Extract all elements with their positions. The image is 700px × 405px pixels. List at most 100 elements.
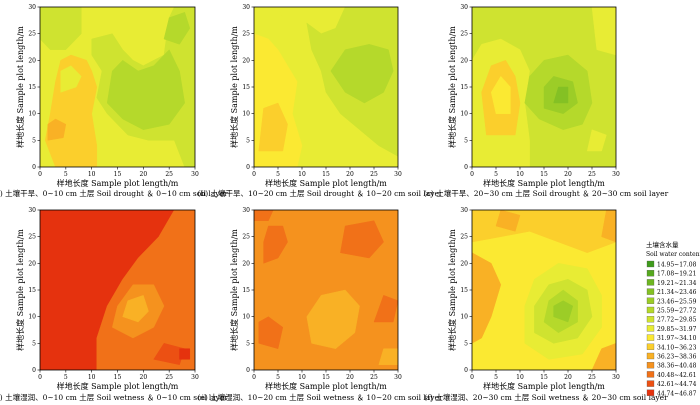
contour-region-2 xyxy=(472,252,502,344)
x-tick-label: 25 xyxy=(370,171,378,178)
plot-area xyxy=(472,7,616,167)
panel-caption: (d) 土壤湿润、0~10 cm 土层 Soil wetness ＆ 0~10 … xyxy=(0,392,228,402)
y-tick-label: 0 xyxy=(32,367,36,374)
legend-entry-label: 27.72~29.85 xyxy=(657,317,697,324)
y-tick-label: 20 xyxy=(242,260,250,267)
legend-entry-label: 34.10~36.23 xyxy=(657,344,697,351)
panel-caption: (e) 土壤湿润、10~20 cm 土层 Soil wetness ＆ 10~2… xyxy=(197,392,442,402)
x-tick-label: 0 xyxy=(252,171,256,178)
legend-entry-label: 42.61~44.74 xyxy=(657,381,697,388)
legend-entry-label: 38.36~40.48 xyxy=(657,363,697,370)
y-tick-label: 5 xyxy=(246,137,250,144)
x-tick-label: 10 xyxy=(88,171,96,178)
x-axis-label: 样地长度 Sample plot length/m xyxy=(265,381,387,391)
legend-swatch xyxy=(646,325,655,332)
contour-region-7 xyxy=(40,7,82,50)
contour-region-7 xyxy=(586,129,607,152)
panel-caption: (c) 土壤干旱、20~30 cm 土层 Soil drought ＆ 20~3… xyxy=(424,188,669,198)
y-tick-label: 10 xyxy=(28,111,36,118)
legend-title: 土壤含水量 xyxy=(646,240,679,249)
legend-swatch xyxy=(646,380,655,387)
x-tick-label: 25 xyxy=(588,374,596,381)
x-axis-label: 样地长度 Sample plot length/m xyxy=(483,381,605,391)
panel-c: 0 5 10 15 20 25 30 0 5 10 15 20 25 30 样地长度 Sample plot… xyxy=(424,4,669,198)
legend-swatch xyxy=(646,288,655,295)
contour-region-3 xyxy=(60,65,82,93)
y-tick-label: 20 xyxy=(242,57,250,64)
y-tick-label: 30 xyxy=(460,207,468,214)
y-tick-label: 0 xyxy=(464,367,468,374)
x-tick-label: 5 xyxy=(64,171,68,178)
y-tick-label: 15 xyxy=(28,287,36,294)
y-tick-label: 20 xyxy=(460,260,468,267)
x-tick-label: 10 xyxy=(516,171,524,178)
x-axis-label: 样地长度 Sample plot length/m xyxy=(57,381,179,391)
contour-region-2 xyxy=(47,118,67,141)
x-tick-label: 30 xyxy=(394,374,402,381)
legend: 土壤含水量 Soil water content/% 14.95~17.08 17.0… xyxy=(646,240,700,397)
panel-a: 0 5 10 15 20 25 30 0 5 10 15 20 25 30 样地长度 Sample plot… xyxy=(0,4,228,198)
contour-region-3 xyxy=(340,220,384,259)
legend-swatch xyxy=(646,306,655,314)
legend-entry-label: 40.48~42.61 xyxy=(657,372,696,379)
y-tick-label: 20 xyxy=(28,57,36,64)
x-tick-label: 5 xyxy=(494,171,498,178)
x-tick-label: 5 xyxy=(64,374,68,381)
contour-region-2 xyxy=(254,210,274,221)
x-tick-label: 10 xyxy=(516,374,524,381)
y-tick-label: 30 xyxy=(28,4,36,11)
legend-swatch xyxy=(646,279,655,286)
legend-subtitle: Soil water content/% xyxy=(646,251,700,258)
contour-region-1 xyxy=(44,54,98,167)
y-axis-label: 样地长度 Sample plot length/m xyxy=(15,229,25,351)
legend-entry-label: 14.95~17.08 xyxy=(657,262,697,269)
y-tick-label: 10 xyxy=(242,111,250,118)
legend-swatch xyxy=(646,260,655,268)
y-tick-label: 25 xyxy=(242,234,250,241)
x-tick-label: 10 xyxy=(298,374,306,381)
x-tick-label: 15 xyxy=(322,171,330,178)
x-tick-label: 0 xyxy=(470,171,474,178)
contour-region-5 xyxy=(591,343,616,370)
panel-e: 0 5 10 15 20 25 30 0 5 10 15 20 25 30 样地长度 Sample plot… xyxy=(197,207,442,402)
x-tick-label: 20 xyxy=(140,374,148,381)
legend-swatch xyxy=(646,334,655,341)
x-tick-label: 30 xyxy=(612,374,620,381)
y-axis-label: 样地长度 Sample plot length/m xyxy=(229,26,239,148)
x-tick-label: 25 xyxy=(370,374,378,381)
legend-entry-label: 29.85~31.97 xyxy=(657,326,697,333)
x-tick-label: 5 xyxy=(276,374,280,381)
y-tick-label: 10 xyxy=(460,111,468,118)
x-tick-label: 20 xyxy=(564,171,572,178)
x-tick-label: 10 xyxy=(298,171,306,178)
x-axis-label: 样地长度 Sample plot length/m xyxy=(265,178,387,188)
contour-region-3 xyxy=(495,210,521,232)
y-tick-label: 25 xyxy=(460,234,468,241)
y-tick-label: 15 xyxy=(28,84,36,91)
x-tick-label: 20 xyxy=(140,171,148,178)
y-tick-label: 20 xyxy=(28,260,36,267)
x-tick-label: 25 xyxy=(165,171,173,178)
x-tick-label: 20 xyxy=(564,374,572,381)
y-tick-label: 5 xyxy=(464,340,468,347)
contour-region-5 xyxy=(254,7,284,34)
contour-region-5 xyxy=(306,289,360,349)
x-tick-label: 25 xyxy=(588,171,596,178)
plot-area xyxy=(472,210,616,370)
panel-caption: (b) 土壤干旱、10~20 cm 土层 Soil drought ＆ 10~2… xyxy=(198,188,443,198)
y-axis-label: 样地长度 Sample plot length/m xyxy=(229,229,239,351)
contour-region-6 xyxy=(163,12,191,45)
legend-entry-label: 25.59~27.72 xyxy=(657,308,697,315)
contour-region-7 xyxy=(378,348,398,365)
y-tick-label: 30 xyxy=(242,207,250,214)
panel-d: 0 5 10 15 20 25 30 0 5 10 15 20 25 30 样地长度 Sample plot… xyxy=(0,207,228,402)
plot-area xyxy=(254,7,398,167)
panel-caption: (f) 土壤湿润、20~30 cm 土层 Soil wetness ＆ 20~3… xyxy=(424,392,668,402)
contour-region-6 xyxy=(373,295,398,323)
legend-entry-label: 19.21~21.34 xyxy=(657,280,697,287)
contour-region-9 xyxy=(553,300,574,323)
legend-swatch xyxy=(646,389,655,396)
y-tick-label: 15 xyxy=(242,84,250,91)
y-tick-label: 0 xyxy=(246,164,250,171)
